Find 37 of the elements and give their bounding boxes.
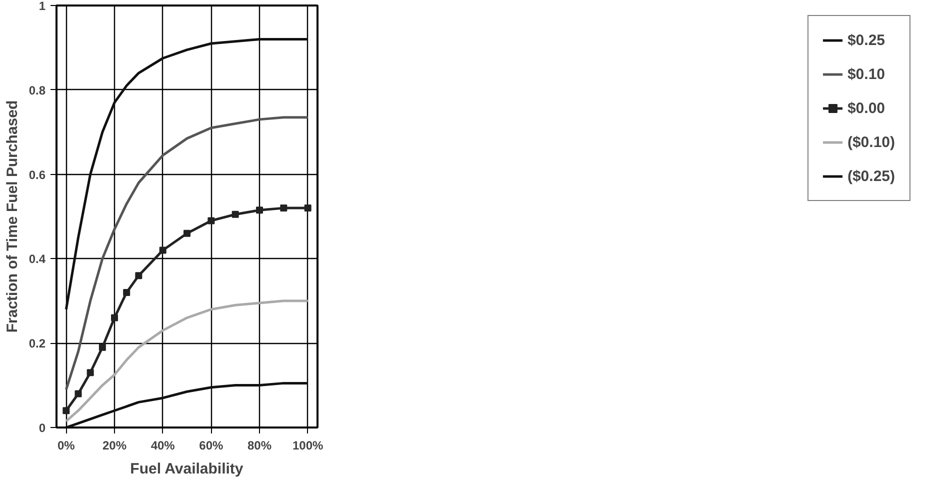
point	[159, 246, 166, 254]
y-tick-label: 1	[38, 0, 46, 13]
line-series	[64, 382, 310, 428]
point	[256, 206, 263, 214]
point	[184, 230, 190, 237]
legend-label: $0.10	[847, 66, 886, 82]
point	[280, 204, 288, 212]
point	[98, 344, 106, 351]
point	[74, 390, 82, 398]
line-series	[64, 300, 310, 422]
x-tick-label: 100%	[292, 438, 324, 452]
point	[111, 314, 118, 322]
point	[123, 288, 130, 296]
x-tick-label: 40%	[150, 438, 176, 452]
legend-label: ($0.25)	[847, 168, 895, 184]
y-tick-label: 0.2	[28, 336, 46, 351]
point	[208, 217, 215, 224]
x-tick-label: 0%	[57, 438, 76, 452]
point	[304, 204, 312, 212]
point	[62, 407, 70, 414]
legend-label: ($0.10)	[847, 134, 895, 150]
y-axis-title: Fraction of Time Fuel Purchased	[4, 100, 21, 333]
y-tick-label: 0.6	[28, 168, 46, 182]
point	[86, 369, 94, 376]
line-series	[64, 38, 310, 311]
x-tick-label: 80%	[247, 438, 272, 452]
y-tick-label: 0.4	[28, 252, 46, 266]
y-tick-label: 0	[38, 421, 46, 435]
x-tick-label: 60%	[199, 438, 224, 452]
point	[232, 210, 239, 218]
x-axis-title: Fuel Availability	[130, 460, 244, 478]
point	[135, 272, 142, 280]
legend-label: $0.25	[847, 32, 886, 48]
x-tick-label: 20%	[102, 438, 127, 452]
legend-label: $0.00	[847, 100, 886, 116]
line-series	[64, 116, 310, 391]
y-tick-label: 0.8	[28, 83, 46, 98]
